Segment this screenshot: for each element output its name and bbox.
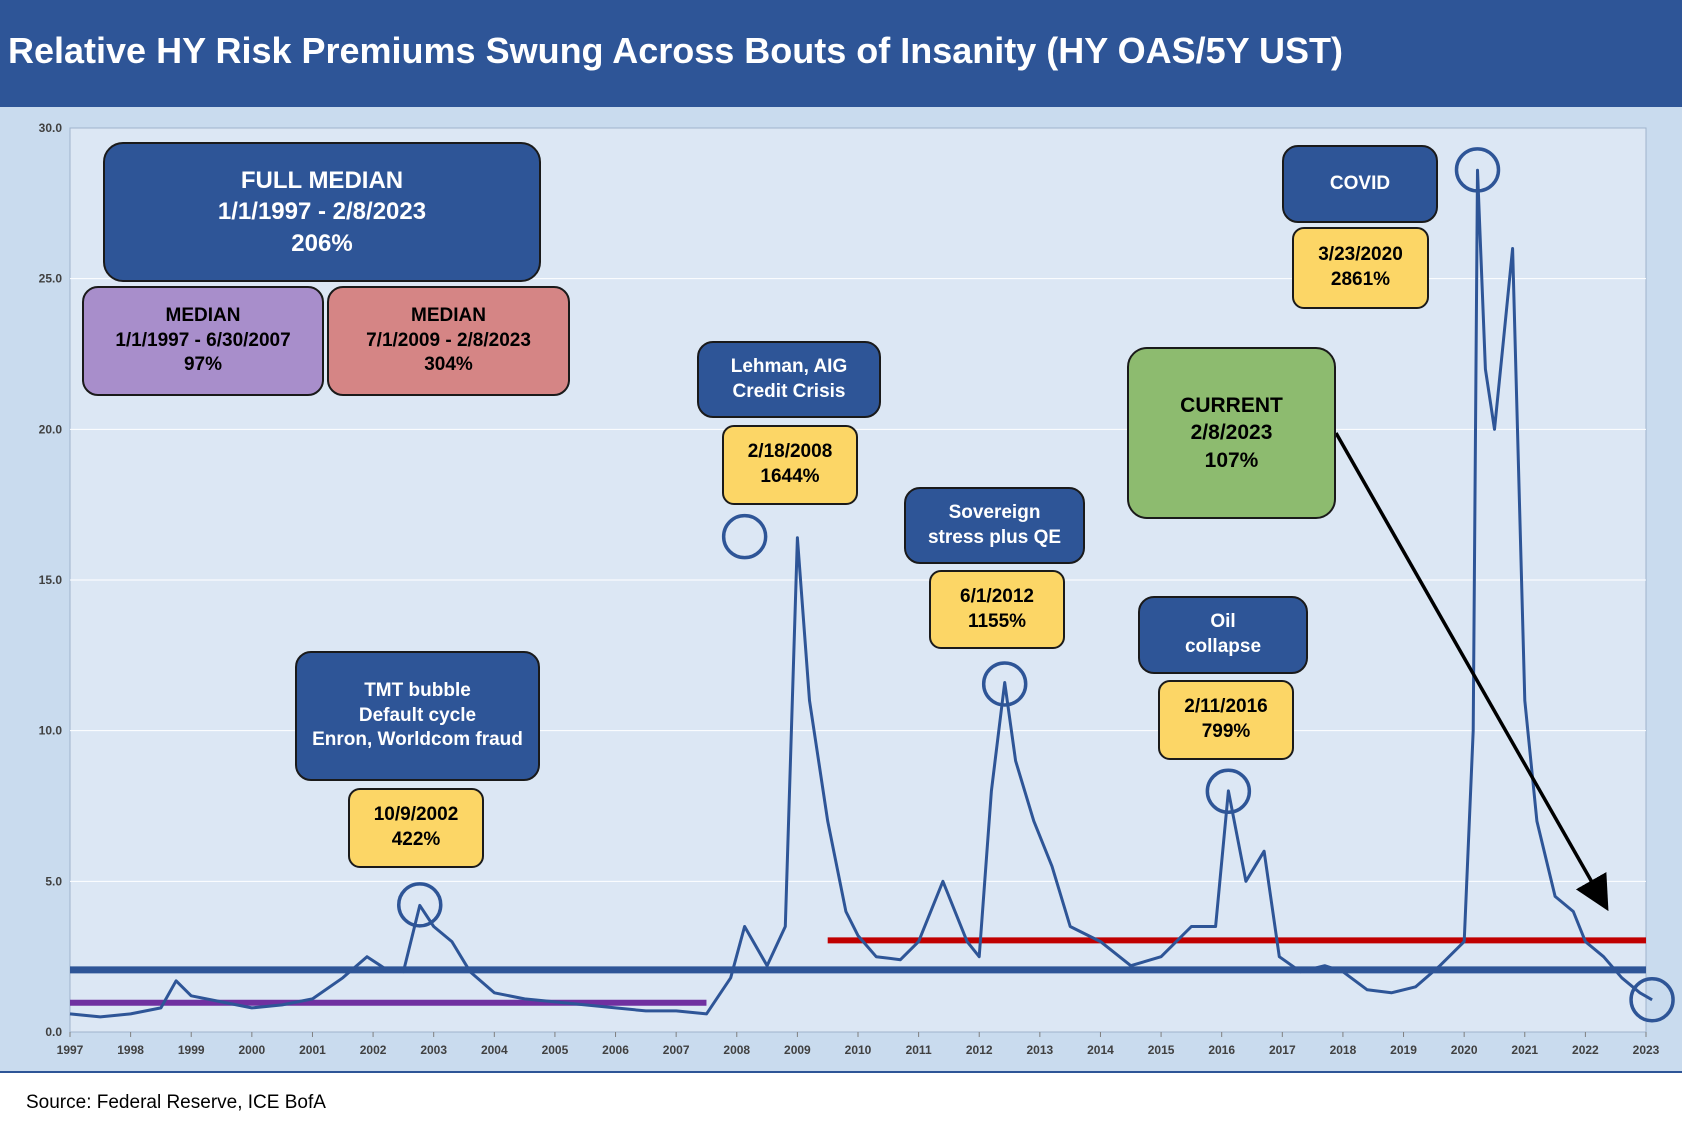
peak-circle [397, 882, 443, 928]
full-median-box: FULL MEDIAN 1/1/1997 - 2/8/2023 206% [103, 142, 541, 282]
sovereign-date: 6/1/2012 [960, 585, 1034, 607]
lehman-date: 2/18/2008 [747, 441, 833, 463]
covid-value: 2861% [1330, 269, 1391, 290]
tmt-date: 10/9/2002 [373, 804, 459, 826]
oil-date: 2/11/2016 [1184, 696, 1268, 718]
sovereign-line2: stress plus QE [927, 526, 1062, 548]
y-tick-label: 25.0 [39, 272, 63, 286]
lehman-date-box: 2/18/2008 1644% [722, 425, 858, 505]
peak-circle [721, 513, 768, 560]
header-bar: Relative HY Risk Premiums Swung Across B… [0, 0, 1682, 107]
x-tick-label: 2019 [1390, 1043, 1417, 1057]
x-tick-label: 2014 [1087, 1043, 1114, 1057]
y-tick-label: 15.0 [39, 573, 63, 587]
sovereign-label-box: Sovereign stress plus QE [904, 487, 1085, 564]
median-post-title: MEDIAN [411, 304, 486, 326]
median-pre-range: 1/1/1997 - 6/30/2007 [115, 329, 291, 351]
x-tick-label: 1999 [178, 1043, 205, 1057]
median-post-value: 304% [424, 354, 473, 376]
x-tick-label: 2013 [1026, 1043, 1053, 1057]
current-title: CURRENT [1180, 394, 1283, 418]
x-tick-label: 1997 [57, 1043, 84, 1057]
median-pre-value: 97% [183, 354, 223, 376]
oil-label-box: Oil collapse [1138, 596, 1308, 674]
x-tick-label: 2015 [1148, 1043, 1175, 1057]
x-tick-label: 2016 [1208, 1043, 1235, 1057]
full-median-title: FULL MEDIAN [240, 167, 404, 195]
x-tick-label: 2004 [481, 1043, 508, 1057]
median-pre-box: MEDIAN 1/1/1997 - 6/30/2007 97% [82, 286, 324, 396]
current-value: 107% [1204, 448, 1259, 472]
median-post-box: MEDIAN 7/1/2009 - 2/8/2023 304% [327, 286, 570, 396]
y-tick-label: 20.0 [39, 422, 63, 436]
x-axis-ticks: 1997 1998 1999 2000 2001 2002 2003 2004 2005 2006… [57, 1032, 1660, 1057]
x-tick-label: 2023 [1633, 1043, 1660, 1057]
current-date: 2/8/2023 [1190, 421, 1273, 445]
x-tick-label: 2010 [845, 1043, 872, 1057]
series-layer [69, 168, 1653, 1019]
lehman-label-box: Lehman, AIG Credit Crisis [697, 341, 881, 418]
y-tick-label: 0.0 [45, 1025, 62, 1039]
source-note: Source: Federal Reserve, ICE BofA [26, 1092, 326, 1113]
x-tick-label: 1998 [117, 1043, 144, 1057]
tmt-line3: Enron, Worldcom fraud [312, 729, 523, 751]
y-tick-label: 10.0 [39, 724, 63, 738]
covid-label-box: COVID [1282, 145, 1438, 223]
oil-line2: collapse [1184, 636, 1262, 657]
lehman-value: 1644% [760, 466, 820, 487]
peak-circle [1629, 977, 1675, 1023]
tmt-line1: TMT bubble [364, 679, 471, 701]
peak-circle [981, 661, 1028, 707]
current-arrow [1334, 432, 1609, 912]
x-tick-label: 2003 [420, 1043, 447, 1057]
x-tick-label: 2005 [542, 1043, 569, 1057]
x-tick-label: 2012 [966, 1043, 993, 1057]
chart-title: Relative HY Risk Premiums Swung Across B… [8, 30, 1344, 71]
x-tick-label: 2011 [906, 1043, 932, 1057]
y-tick-label: 5.0 [45, 874, 62, 888]
tmt-label-box: TMT bubble Default cycle Enron, Worldcom… [295, 651, 540, 781]
x-tick-label: 2002 [360, 1043, 387, 1057]
covid-line1: COVID [1329, 172, 1391, 194]
footer-bar [0, 1071, 1682, 1128]
peak-markers [397, 147, 1675, 1023]
x-tick-label: 2008 [723, 1043, 750, 1057]
full-median-value: 206% [291, 229, 353, 257]
full-median-range: 1/1/1997 - 2/8/2023 [217, 198, 427, 226]
peak-circle [1454, 147, 1501, 193]
covid-date: 3/23/2020 [1318, 244, 1403, 266]
sovereign-line1: Sovereign [948, 501, 1041, 523]
y-tick-label: 30.0 [39, 121, 63, 135]
x-tick-label: 2006 [602, 1043, 629, 1057]
x-tick-label: 2021 [1511, 1043, 1538, 1057]
x-tick-label: 2022 [1572, 1043, 1599, 1057]
oil-line1: Oil [1210, 611, 1236, 633]
covid-date-box: 3/23/2020 2861% [1292, 227, 1429, 309]
tmt-value: 422% [391, 829, 441, 850]
x-tick-label: 2000 [238, 1043, 265, 1057]
series-line [69, 168, 1653, 1019]
tmt-line2: Default cycle [358, 704, 477, 726]
x-tick-label: 2007 [663, 1043, 690, 1057]
oil-value: 799% [1201, 721, 1251, 742]
sovereign-value: 1155% [967, 610, 1027, 632]
x-tick-label: 2018 [1330, 1043, 1357, 1057]
peak-circle [1205, 768, 1252, 814]
lehman-line2: Credit Crisis [732, 380, 846, 402]
x-tick-label: 2001 [299, 1043, 326, 1057]
y-axis-ticks: 0.0 5.0 10.0 15.0 20.0 25.0 30.0 [39, 121, 63, 1039]
oil-date-box: 2/11/2016 799% [1158, 680, 1294, 760]
sovereign-date-box: 6/1/2012 1155% [929, 570, 1065, 649]
median-pre-title: MEDIAN [165, 304, 241, 326]
current-arrow-line [1334, 432, 1609, 912]
x-tick-label: 2009 [784, 1043, 811, 1057]
x-tick-label: 2020 [1451, 1043, 1478, 1057]
median-post-range: 7/1/2009 - 2/8/2023 [366, 329, 531, 351]
median-lines [70, 937, 1646, 1006]
current-box: CURRENT 2/8/2023 107% [1127, 347, 1336, 519]
lehman-line1: Lehman, AIG [730, 355, 848, 377]
tmt-date-box: 10/9/2002 422% [348, 788, 484, 868]
x-tick-label: 2017 [1269, 1043, 1296, 1057]
